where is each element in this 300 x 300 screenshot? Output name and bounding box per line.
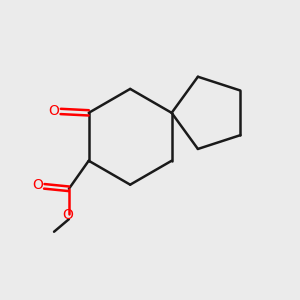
Text: O: O	[32, 178, 43, 192]
Text: O: O	[48, 104, 59, 118]
Text: O: O	[62, 208, 73, 222]
